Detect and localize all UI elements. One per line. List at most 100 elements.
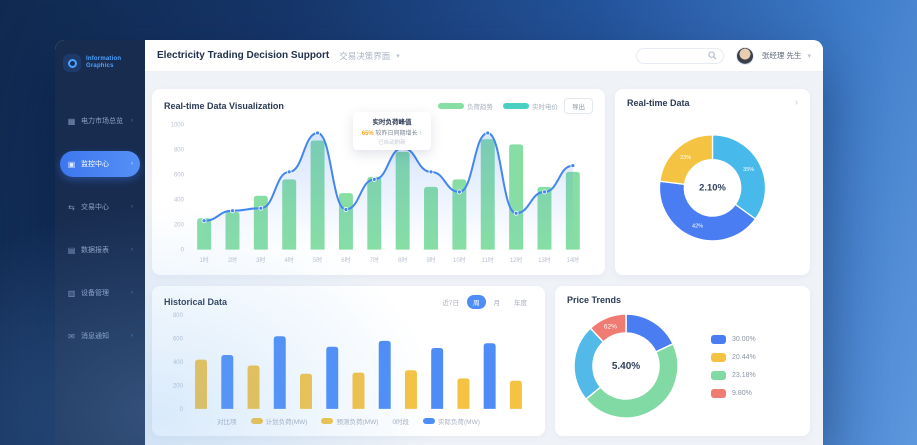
price-donut-chart: 62% 5.40% <box>567 307 685 425</box>
expand-arrow-icon[interactable]: › <box>794 97 798 108</box>
sidebar: Information Graphics ▦ 电力市场总览 › ▣ 监控中心 › ⇆… <box>55 40 145 445</box>
card-title: Price Trends <box>567 295 622 305</box>
svg-text:400: 400 <box>174 197 185 203</box>
svg-text:1时: 1时 <box>199 256 208 264</box>
app-logo: Information Graphics <box>55 50 145 72</box>
svg-text:3时: 3时 <box>256 256 265 264</box>
grid-icon: ▦ <box>67 116 76 126</box>
search-input[interactable] <box>642 51 704 60</box>
price-legend: 30.00% 20.44% 23.18% 9.80% <box>711 334 756 398</box>
sidebar-item-1[interactable]: ▣ 监控中心 › <box>60 151 140 177</box>
hist-legend-item-2: 预测负荷(MW) <box>321 416 378 426</box>
search-box[interactable] <box>635 47 724 64</box>
legend-swatch <box>711 352 726 362</box>
sidebar-menu: ▦ 电力市场总览 › ▣ 监控中心 › ⇆ 交易中心 › ▤ 数据报表 › ▥ 设备管理… <box>55 108 145 349</box>
period-tab-3[interactable]: 年度 <box>514 300 527 307</box>
svg-text:2时: 2时 <box>228 256 237 264</box>
sidebar-item-0[interactable]: ▦ 电力市场总览 › <box>60 108 140 134</box>
svg-text:400: 400 <box>173 360 184 366</box>
realtime-data-card: Real-time Data › 35% 42% 23% 2.10% <box>615 89 810 275</box>
sidebar-item-label: 电力市场总览 <box>81 118 123 125</box>
legend-swatch <box>711 388 726 398</box>
historical-bar-chart: 800 600 400 200 0 <box>164 309 533 413</box>
device-icon: ▥ <box>67 288 76 298</box>
hist-legend-item-0: 对比项 <box>217 416 237 426</box>
chevron-icon: › <box>131 290 133 296</box>
svg-text:600: 600 <box>173 337 184 343</box>
legend-label: 计划负荷(MW) <box>265 419 308 426</box>
user-avatar[interactable] <box>735 46 754 65</box>
legend-label: 9.80% <box>732 389 752 397</box>
period-tab-1[interactable]: 周 <box>467 295 486 309</box>
svg-text:42%: 42% <box>692 223 703 229</box>
price-legend-item-3: 9.80% <box>711 388 756 398</box>
legend-swatch <box>438 103 464 109</box>
legend-swatch <box>711 370 726 380</box>
svg-text:8时: 8时 <box>398 256 407 264</box>
svg-text:800: 800 <box>174 147 185 153</box>
legend-label: 20.44% <box>732 353 756 361</box>
legend-item-0[interactable]: 负荷趋势 <box>438 101 493 111</box>
svg-text:9时: 9时 <box>426 256 435 264</box>
hist-legend-item-1: 计划负荷(MW) <box>250 416 308 426</box>
svg-text:600: 600 <box>174 172 185 178</box>
sidebar-item-label: 设备管理 <box>81 290 109 297</box>
sidebar-item-4[interactable]: ▥ 设备管理 › <box>60 280 140 306</box>
sidebar-item-2[interactable]: ⇆ 交易中心 › <box>60 194 140 220</box>
chart-legend: 负荷趋势 实时电价 <box>438 101 558 111</box>
svg-text:200: 200 <box>173 383 184 389</box>
page-subtitle[interactable]: 交易决策界面 <box>339 50 391 61</box>
svg-text:7时: 7时 <box>370 256 379 264</box>
period-tab-2[interactable]: 月 <box>493 300 501 307</box>
svg-text:14时: 14时 <box>567 256 580 264</box>
legend-swatch <box>503 103 529 109</box>
chevron-icon: › <box>131 118 133 124</box>
svg-text:800: 800 <box>173 313 184 319</box>
svg-text:200: 200 <box>174 223 185 229</box>
price-legend-item-1: 20.44% <box>711 352 756 362</box>
svg-text:0: 0 <box>181 248 185 254</box>
legend-swatch <box>423 418 435 424</box>
exchange-icon: ⇆ <box>68 202 75 212</box>
monitor-icon: ▣ <box>67 159 76 169</box>
message-icon: ✉ <box>68 331 75 341</box>
legend-label: 实时电价 <box>532 104 558 111</box>
hist-legend-item-4: 实际负荷(MW) <box>423 416 480 426</box>
svg-text:62%: 62% <box>604 323 617 330</box>
user-menu-chevron-icon[interactable]: ▾ <box>807 52 811 60</box>
page-title: Electricity Trading Decision Support <box>157 50 330 61</box>
legend-label: 实际负荷(MW) <box>438 419 480 426</box>
report-icon: ▤ <box>67 245 76 255</box>
legend-label: 23.18% <box>732 371 756 379</box>
search-icon <box>708 51 717 60</box>
svg-text:23%: 23% <box>680 155 691 161</box>
dashboard-content: Real-time Data Visualization 负荷趋势 实时电价 导… <box>145 72 823 445</box>
historical-legend: 对比项 计划负荷(MW) 预测负荷(MW) 0时段 实际负荷(MW) <box>164 413 533 427</box>
sidebar-item-5[interactable]: ✉ 消息通知 › <box>60 323 140 349</box>
svg-text:5.40%: 5.40% <box>612 361 640 372</box>
chevron-icon: › <box>131 204 133 210</box>
period-tabs: 近7日 周月 年度 <box>436 295 533 309</box>
period-tab-0[interactable]: 近7日 <box>442 300 459 307</box>
user-name[interactable]: 张经理 先生 <box>761 51 802 60</box>
svg-text:5时: 5时 <box>313 256 322 264</box>
svg-text:11时: 11时 <box>482 256 494 264</box>
legend-swatch <box>711 334 726 344</box>
chevron-down-icon[interactable]: ▾ <box>396 52 400 60</box>
price-trends-card: Price Trends 62% 5.40% 30.00% 20.44% 23.1… <box>555 286 810 436</box>
legend-label: 对比项 <box>217 419 237 426</box>
legend-label: 30.00% <box>732 335 756 343</box>
legend-label: 负荷趋势 <box>467 104 493 111</box>
legend-item-1[interactable]: 实时电价 <box>503 101 558 111</box>
sidebar-item-label: 交易中心 <box>81 204 109 211</box>
chevron-icon: › <box>131 247 133 253</box>
svg-text:12时: 12时 <box>510 256 523 264</box>
top-header: Electricity Trading Decision Support 交易决… <box>145 40 823 72</box>
sidebar-item-3[interactable]: ▤ 数据报表 › <box>60 237 140 263</box>
chart-tooltip: 实时负荷峰值 65% 较昨日同期增长 ↑ 已自动刷新 <box>352 112 432 150</box>
svg-text:13时: 13时 <box>538 256 551 264</box>
card-title: Real-time Data <box>627 98 690 108</box>
dashboard-window: Information Graphics ▦ 电力市场总览 › ▣ 监控中心 › ⇆… <box>55 40 823 445</box>
export-button[interactable]: 导出 <box>564 98 593 114</box>
